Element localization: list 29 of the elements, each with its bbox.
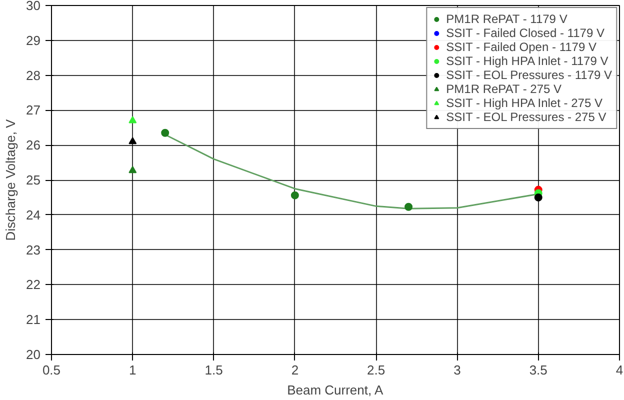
x-tick-label: 2 <box>291 362 299 378</box>
y-axis-title: Discharge Voltage, V <box>3 118 18 241</box>
legend-label: SSIT - High HPA Inlet - 1179 V <box>446 54 608 68</box>
legend-label: SSIT - Failed Open - 1179 V <box>446 40 596 54</box>
legend-label: PM1R RePAT - 1179 V <box>446 12 568 26</box>
y-tick-label: 20 <box>26 347 41 362</box>
x-tick-label: 2.5 <box>367 362 386 378</box>
y-tick-label: 27 <box>26 102 41 118</box>
legend-label: SSIT - EOL Pressures - 1179 V <box>446 68 612 82</box>
y-tick-label: 24 <box>26 207 41 222</box>
x-axis-title: Beam Current, A <box>287 382 384 398</box>
y-tick-label: 23 <box>26 242 41 258</box>
y-tick-label: 30 <box>26 0 41 13</box>
y-tick-label: 28 <box>26 68 41 83</box>
y-tick-label: 25 <box>26 172 41 188</box>
x-tick-label: 4 <box>616 362 624 378</box>
x-tick-label: 3 <box>454 362 461 378</box>
x-tick-label: 1 <box>129 362 136 378</box>
x-tick-label: 0.5 <box>42 362 61 378</box>
y-tick-label: 29 <box>26 32 41 48</box>
legend-label: SSIT - EOL Pressures - 275 V <box>446 110 606 124</box>
legend-label: PM1R RePAT - 275 V <box>446 82 562 96</box>
y-tick-label: 21 <box>26 312 41 328</box>
legend-label: SSIT - Failed Closed - 1179 V <box>446 26 604 40</box>
legend-label: SSIT - High HPA Inlet - 275 V <box>446 96 602 110</box>
y-tick-label: 22 <box>26 277 41 292</box>
y-tick-label: 26 <box>26 138 41 153</box>
x-tick-label: 3.5 <box>529 362 548 378</box>
x-tick-label: 1.5 <box>204 362 223 378</box>
